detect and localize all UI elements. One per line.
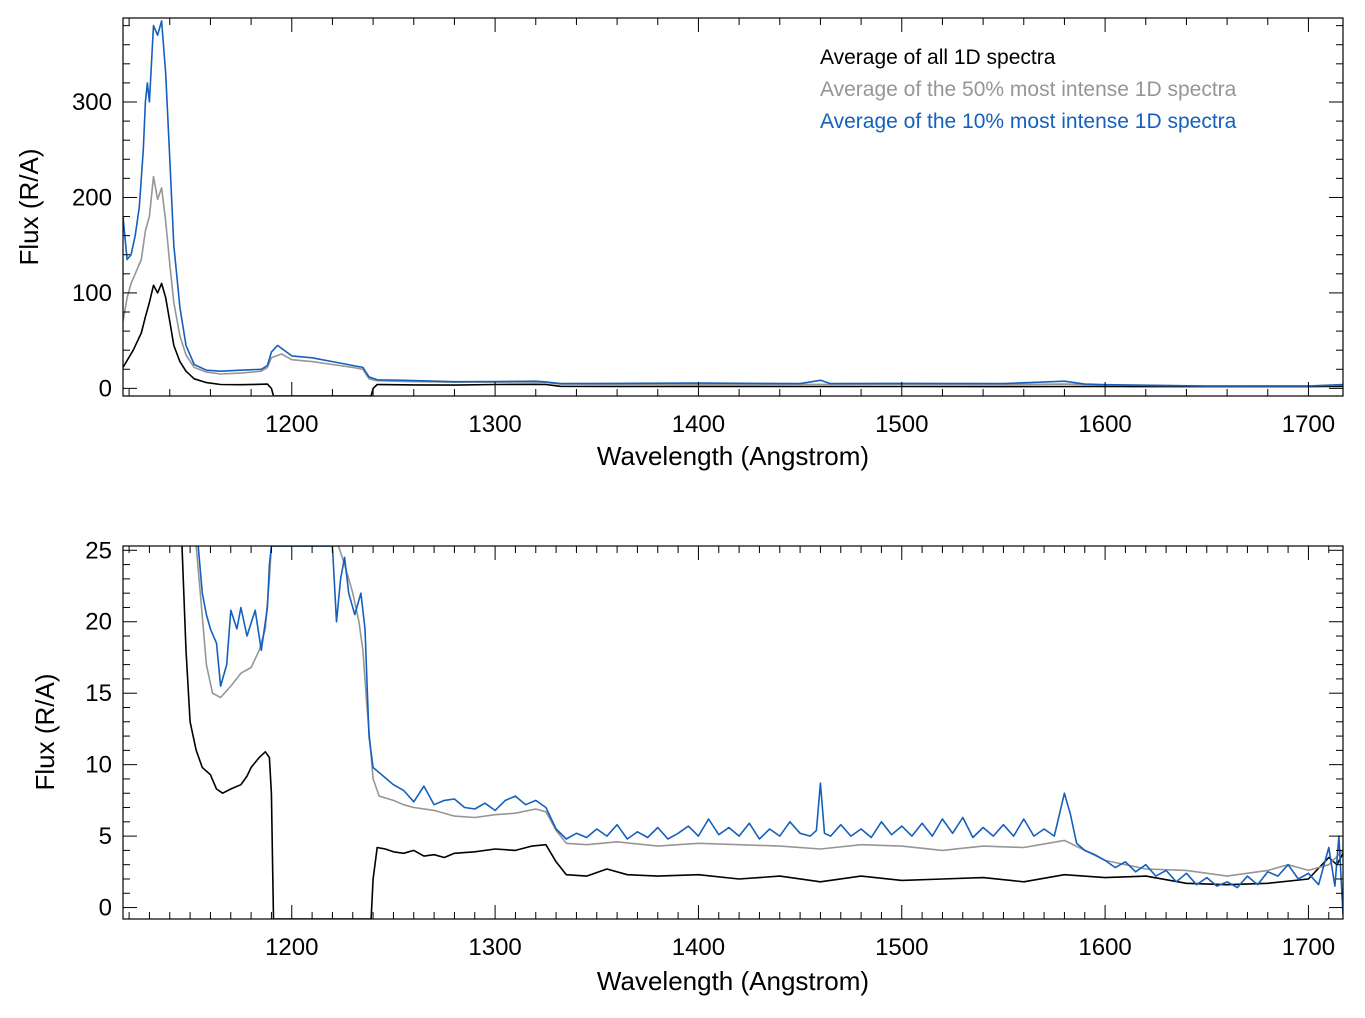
bottom-ticks: 1200 1300 1400 1500 1600 1700 0 5 10 15 20 25	[85, 537, 1343, 961]
top-ticks: 1200 1300 1400 1500 1600 1700 0 100 200 300	[72, 18, 1343, 438]
bottom-series-group	[181, 546, 1343, 919]
bottom-x-tick-label: 1500	[875, 934, 928, 961]
top-x-tick-label: 1300	[468, 411, 521, 438]
bottom-x-tick-label: 1600	[1078, 934, 1131, 961]
top-x-tick-label: 1500	[875, 411, 928, 438]
bottom-y-axis-label: Flux (R/A)	[30, 674, 60, 791]
top-y-tick-label: 0	[99, 375, 112, 402]
bottom-y-tick-label: 5	[99, 823, 112, 850]
bottom-x-tick-label: 1400	[672, 934, 725, 961]
bottom-y-tick-label: 10	[85, 752, 112, 779]
bottom-series-line-all	[181, 546, 1343, 919]
top-x-tick-label: 1700	[1282, 411, 1335, 438]
bottom-y-tick-label: 20	[85, 609, 112, 636]
top-x-tick-label: 1400	[672, 411, 725, 438]
bottom-x-tick-label: 1300	[468, 934, 521, 961]
top-y-tick-label: 100	[72, 280, 112, 307]
bottom-series-line-10pct	[197, 546, 1343, 915]
top-y-axis-label: Flux (R/A)	[14, 149, 44, 266]
top-legend: Average of all 1D spectra Average of the…	[820, 46, 1237, 133]
legend-entry-all: Average of all 1D spectra	[820, 46, 1056, 69]
legend-entry-50pct: Average of the 50% most intense 1D spect…	[820, 78, 1237, 101]
top-series-line-50pct	[123, 175, 1343, 387]
bottom-x-tick-label: 1700	[1282, 934, 1335, 961]
bottom-x-tick-label: 1200	[265, 934, 318, 961]
legend-entry-10pct: Average of the 10% most intense 1D spect…	[820, 110, 1237, 133]
top-series-line-all	[123, 282, 1343, 396]
bottom-plot-frame	[122, 545, 1344, 920]
top-x-tick-label: 1200	[265, 411, 318, 438]
bottom-y-tick-label: 15	[85, 680, 112, 707]
bottom-y-tick-label: 25	[85, 537, 112, 564]
top-x-axis-label: Wavelength (Angstrom)	[597, 441, 869, 471]
top-plot-frame	[122, 17, 1344, 397]
top-series-group	[123, 20, 1343, 396]
top-y-tick-label: 300	[72, 89, 112, 116]
top-y-tick-label: 200	[72, 184, 112, 211]
top-x-tick-label: 1600	[1078, 411, 1131, 438]
bottom-spectrum-panel: 1200 1300 1400 1500 1600 1700 0 5 10 15 20 25 Wavel…	[30, 537, 1344, 996]
top-series-line-10pct	[123, 20, 1343, 387]
top-spectrum-panel: 1200 1300 1400 1500 1600 1700 0 100 200 300 Wavel…	[14, 17, 1344, 471]
bottom-x-axis-label: Wavelength (Angstrom)	[597, 966, 869, 996]
bottom-y-tick-label: 0	[99, 895, 112, 922]
